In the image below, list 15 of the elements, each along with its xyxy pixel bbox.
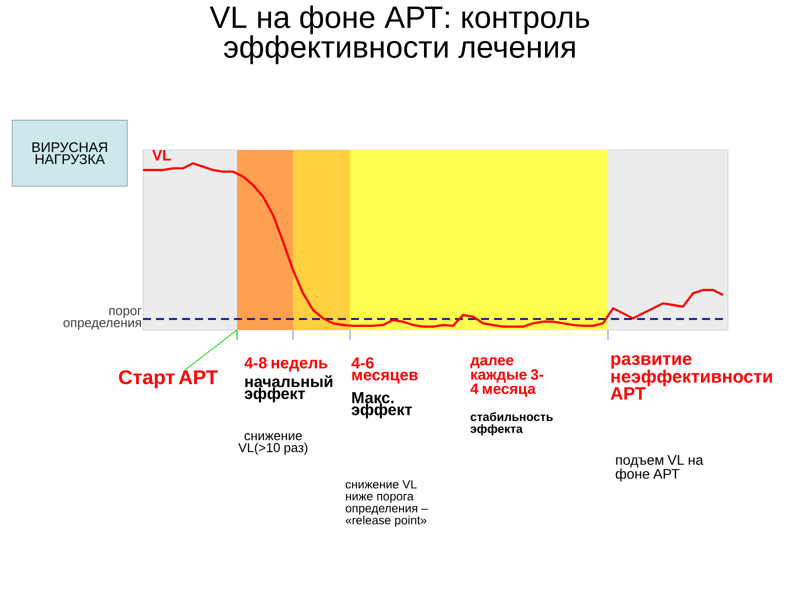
text: подъем VL на фоне АРТ — [616, 455, 704, 482]
text: снижение VL ниже порога определения – «release point» — [346, 480, 428, 527]
text: стабильность эффекта — [470, 412, 553, 436]
text: начальный эффект — [244, 375, 332, 402]
chart-title: VL на фоне АРТ: контроль эффективности лечения — [210, 5, 590, 64]
y-axis-title: ВИРУСНАЯ НАГРУЗКА — [32, 142, 107, 164]
text: развитие неэффективности АРТ — [610, 355, 772, 400]
text: снижение VL(>10 раз) — [238, 433, 308, 455]
series-label: VL — [152, 150, 171, 160]
text: 4-6 месяцев — [351, 357, 418, 384]
ref-line-label: порог определения — [64, 308, 142, 330]
text: Старт АРТ — [119, 370, 218, 388]
text: 4-8 недель — [244, 357, 328, 372]
text: Макс. эффект — [352, 392, 412, 418]
text: далее каждые 3-4 месяца — [470, 357, 544, 397]
